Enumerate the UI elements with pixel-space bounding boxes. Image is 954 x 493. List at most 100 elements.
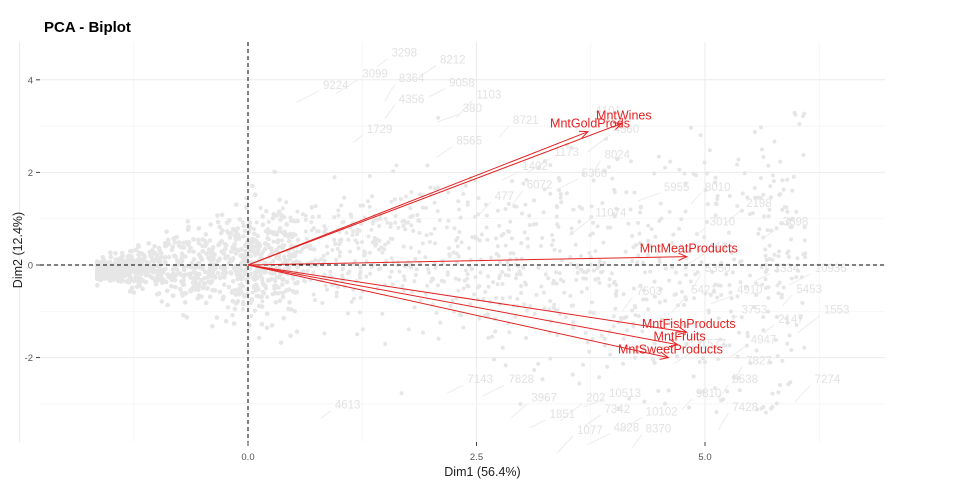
observation-point: [251, 239, 256, 244]
observation-point: [723, 343, 728, 348]
observation-point: [703, 188, 708, 193]
observation-point: [291, 276, 296, 281]
observation-point: [396, 225, 401, 230]
observation-point: [739, 315, 744, 320]
observation-point: [761, 192, 766, 197]
observation-point: [218, 265, 224, 270]
observation-point: [256, 303, 262, 309]
observation-point: [165, 302, 170, 308]
observation-point: [295, 237, 301, 243]
observation-point: [523, 202, 528, 207]
observation-point: [555, 308, 560, 313]
observation-point: [218, 230, 224, 236]
observation-point: [246, 225, 251, 230]
observation-point: [525, 244, 530, 249]
vector-MntWines: [247, 122, 623, 266]
observation-point: [393, 220, 398, 225]
observation-point: [494, 296, 499, 301]
observation-label: 8024: [604, 150, 630, 162]
observation-point: [715, 197, 720, 202]
observation-point: [425, 163, 430, 168]
observation-point: [760, 147, 765, 152]
observation-point: [369, 227, 374, 232]
label-leader-line: [590, 160, 601, 178]
observation-point: [616, 406, 621, 411]
observation-point: [147, 253, 153, 258]
observation-point: [728, 290, 733, 295]
vector-MntMeatProducts: [247, 256, 687, 266]
observation-point: [643, 270, 648, 275]
observation-point: [736, 157, 741, 162]
observation-point: [600, 269, 605, 274]
observation-point: [473, 234, 478, 239]
y-tick-label: 2: [28, 168, 33, 179]
observation-point: [475, 285, 480, 290]
observation-point: [756, 231, 761, 236]
observation-point: [134, 257, 140, 263]
observation-point: [795, 256, 800, 261]
observation-point: [282, 214, 287, 219]
observation-point: [750, 211, 755, 216]
observation-point: [461, 325, 466, 330]
observation-point: [351, 296, 356, 301]
observation-point: [150, 256, 155, 262]
observation-point: [166, 254, 172, 260]
observation-point: [624, 315, 629, 320]
observation-point: [548, 356, 553, 361]
observation-point: [210, 245, 216, 250]
observation-point: [207, 256, 213, 262]
observation-point: [285, 264, 290, 269]
observation-point: [271, 211, 276, 217]
observation-point: [532, 368, 537, 373]
observation-point: [797, 122, 802, 127]
observation-point: [770, 391, 775, 396]
observation-point: [146, 260, 152, 266]
label-leader-line: [527, 157, 551, 173]
observation-point: [337, 242, 342, 247]
observation-point: [597, 260, 602, 265]
label-leader-line: [352, 134, 364, 144]
observation-point: [413, 272, 418, 277]
observation-point: [268, 264, 273, 269]
variable-label: MntSweetProducts: [618, 343, 723, 357]
observation-point: [282, 243, 287, 248]
label-leader-line: [482, 384, 505, 397]
observation-label: 5421: [691, 285, 717, 297]
observation-point: [340, 273, 345, 278]
observation-point: [667, 278, 672, 283]
observation-point: [542, 187, 547, 192]
observation-point: [135, 270, 141, 276]
label-leader-line: [690, 192, 702, 205]
observation-point: [759, 265, 764, 270]
arrowhead-MntFruits: [668, 339, 679, 348]
observation-point: [658, 201, 663, 206]
observation-point: [649, 243, 654, 248]
label-leader-line: [582, 398, 606, 408]
observation-point: [636, 314, 641, 319]
observation-point: [549, 242, 554, 247]
observation-point: [644, 297, 649, 302]
observation-point: [152, 243, 157, 249]
observation-point: [295, 281, 300, 286]
observation-point: [763, 410, 768, 415]
observation-point: [249, 298, 254, 303]
observation-point: [191, 249, 196, 254]
observation-point: [754, 281, 759, 286]
observation-label: 7828: [508, 374, 534, 386]
label-leader-line: [718, 384, 729, 400]
observation-point: [282, 229, 287, 235]
observation-point: [554, 281, 559, 286]
observation-point: [198, 277, 204, 283]
observation-point: [322, 331, 327, 336]
observation-point: [778, 383, 783, 388]
label-leader-line: [670, 295, 688, 314]
observation-point: [671, 232, 676, 237]
observation-point: [484, 225, 489, 230]
label-leader-line: [674, 348, 697, 364]
observation-point: [540, 377, 545, 382]
observation-point: [311, 270, 316, 275]
observation-point: [417, 230, 422, 235]
observation-point: [738, 280, 743, 285]
observation-point: [266, 220, 271, 225]
observation-point: [119, 277, 124, 283]
